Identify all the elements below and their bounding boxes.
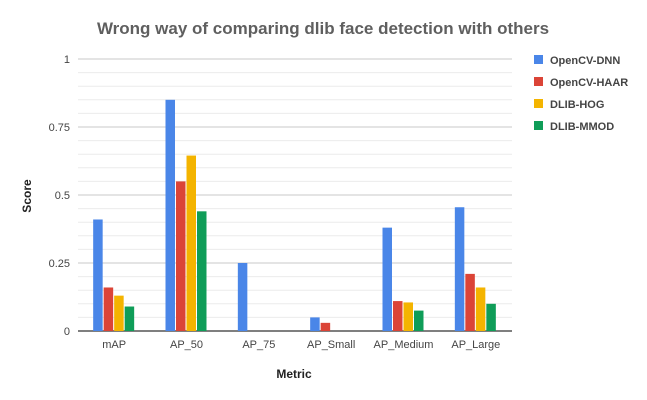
bar-dlib-mmod-ap_medium bbox=[414, 310, 424, 331]
bar-opencv-dnn-ap_small bbox=[310, 317, 320, 331]
x-axis-title: Metric bbox=[276, 367, 312, 381]
legend-label: OpenCV-HAAR bbox=[550, 77, 628, 89]
bar-dlib-mmod-map bbox=[124, 306, 135, 331]
bar-dlib-hog-ap_medium bbox=[403, 302, 413, 331]
bar-opencv-dnn-ap_medium bbox=[382, 227, 392, 331]
bar-dlib-hog-ap_50 bbox=[186, 155, 196, 331]
y-tick-label: 1 bbox=[64, 54, 70, 66]
x-tick-label: AP_75 bbox=[242, 339, 275, 351]
y-tick-label: 0.5 bbox=[55, 190, 70, 202]
x-axis-ticks: mAP AP_50 AP_75 AP_Small AP_Medium AP_Large bbox=[102, 339, 500, 351]
bar-opencv-haar-ap_50 bbox=[176, 181, 186, 331]
x-tick-label: AP_Medium bbox=[374, 339, 434, 351]
y-tick-label: 0.25 bbox=[49, 258, 70, 270]
bar-opencv-dnn-ap_75 bbox=[237, 263, 248, 331]
y-axis-ticks: 0 0.25 0.5 0.75 1 bbox=[49, 54, 70, 338]
legend-label: OpenCV-DNN bbox=[550, 55, 620, 67]
bar-opencv-haar-ap_large bbox=[465, 273, 475, 331]
bar-dlib-mmod-ap_50 bbox=[197, 211, 207, 331]
legend-label: DLIB-HOG bbox=[550, 99, 604, 111]
legend: OpenCV-DNN OpenCV-HAAR DLIB-HOG DLIB-MMOD bbox=[534, 55, 628, 133]
legend-swatch bbox=[534, 121, 543, 130]
bar-dlib-mmod-ap_large bbox=[486, 303, 496, 331]
bar-opencv-haar-ap_medium bbox=[393, 301, 403, 331]
x-tick-label: AP_50 bbox=[170, 339, 203, 351]
bar-opencv-dnn-map bbox=[93, 219, 103, 331]
legend-label: DLIB-MMOD bbox=[550, 121, 614, 133]
bar-opencv-haar-map bbox=[103, 287, 114, 331]
legend-swatch bbox=[534, 77, 543, 86]
x-tick-label: AP_Small bbox=[307, 339, 355, 351]
gridlines bbox=[78, 58, 512, 332]
bar-opencv-haar-ap_small bbox=[320, 322, 331, 331]
x-tick-label: AP_Large bbox=[451, 339, 500, 351]
legend-swatch bbox=[534, 55, 543, 64]
bar-opencv-dnn-ap_50 bbox=[165, 99, 175, 331]
y-tick-label: 0.75 bbox=[49, 122, 70, 134]
bar-dlib-hog-map bbox=[114, 295, 124, 331]
bar-opencv-dnn-ap_large bbox=[454, 207, 465, 331]
chart-title: Wrong way of comparing dlib face detecti… bbox=[97, 19, 549, 38]
y-tick-label: 0 bbox=[64, 326, 70, 338]
y-axis-title: Score bbox=[20, 179, 34, 213]
bars bbox=[93, 99, 496, 331]
x-tick-label: mAP bbox=[102, 339, 126, 351]
legend-swatch bbox=[534, 99, 543, 108]
bar-dlib-hog-ap_large bbox=[475, 287, 486, 331]
